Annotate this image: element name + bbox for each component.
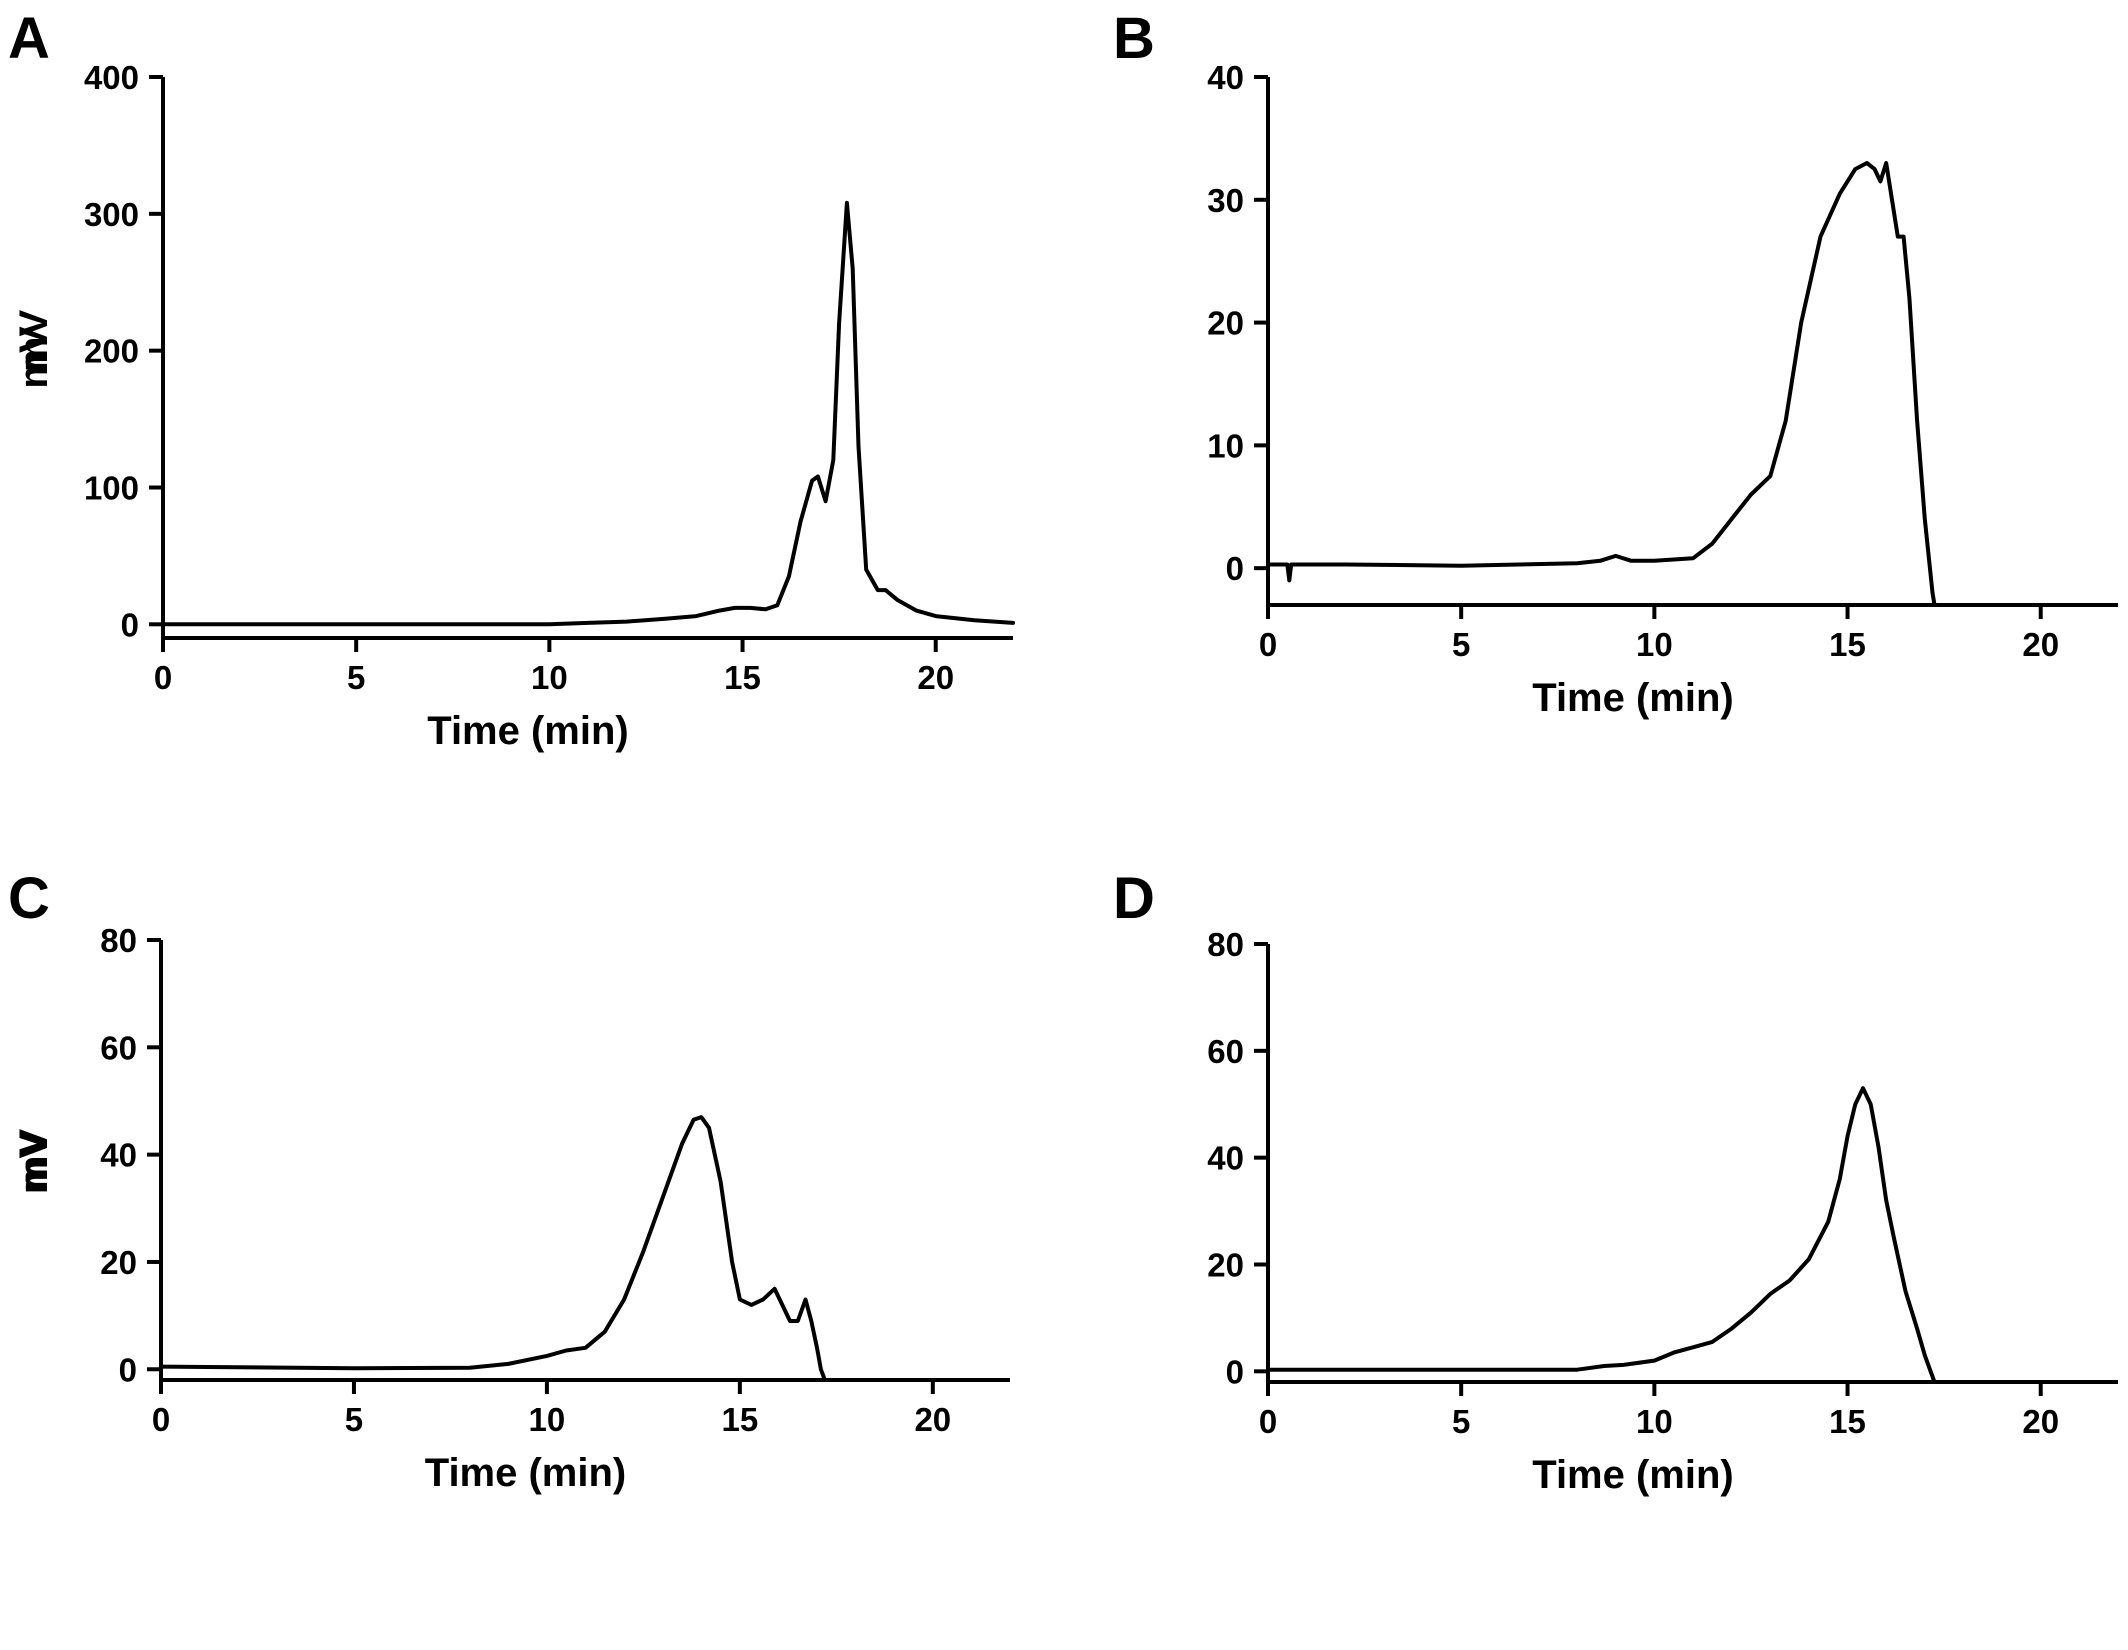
x-tick-label-b: 0: [1259, 626, 1277, 663]
y-tick-label-a: 100: [84, 469, 139, 506]
y-tick-label-b: 30: [1207, 182, 1244, 219]
y-axis-title-a: mV: [12, 326, 56, 389]
y-tick-label-b: 40: [1207, 59, 1244, 96]
y-tick-label-c: 0: [119, 1351, 137, 1388]
y-tick-label-d: 20: [1207, 1246, 1244, 1283]
y-tick-label-a: 0: [121, 606, 139, 643]
series-line-a: [161, 200, 1015, 627]
x-tick-label-d: 15: [1829, 1403, 1866, 1440]
x-tick-label-b: 10: [1636, 626, 1673, 663]
x-tick-label-c: 15: [722, 1401, 759, 1438]
x-axis-title-a: Time (min): [427, 709, 629, 753]
x-tick-label-c: 10: [529, 1401, 566, 1438]
y-tick-label-b: 10: [1207, 427, 1244, 464]
x-tick-label-a: 10: [531, 659, 568, 696]
series-line-c: [159, 1115, 827, 1382]
y-tick-label-a: 400: [84, 59, 139, 96]
y-axis-title-c: mV: [12, 1129, 56, 1192]
x-tick-label-b: 15: [1829, 626, 1866, 663]
x-tick-label-d: 10: [1636, 1403, 1673, 1440]
series-line-d: [1266, 1086, 1937, 1384]
x-tick-label-a: 5: [347, 659, 365, 696]
x-tick-label-a: 15: [724, 659, 761, 696]
chart-panel-d: D 0 5 10 15 20 0 20 40 60 80 Time (min) mV: [12, 866, 2118, 1497]
panel-letter-b: B: [1113, 6, 1155, 71]
y-tick-label-d: 40: [1207, 1140, 1244, 1177]
x-tick-label-d: 0: [1259, 1403, 1277, 1440]
x-tick-label-b: 20: [2022, 626, 2059, 663]
x-tick-label-b: 5: [1452, 626, 1470, 663]
x-tick-label-d: 20: [2022, 1403, 2059, 1440]
y-tick-label-b: 0: [1226, 550, 1244, 587]
y-tick-label-c: 40: [100, 1137, 137, 1174]
y-tick-label-c: 80: [100, 922, 137, 959]
panel-letter-c: C: [8, 866, 50, 931]
y-tick-label-d: 80: [1207, 926, 1244, 963]
x-axis-title-b: Time (min): [1532, 676, 1734, 720]
y-tick-label-a: 300: [84, 196, 139, 233]
y-axis-title-b: mV: [12, 310, 56, 373]
y-tick-label-c: 20: [100, 1244, 137, 1281]
x-tick-label-a: 20: [917, 659, 954, 696]
x-tick-label-a: 0: [154, 659, 172, 696]
x-tick-label-c: 0: [152, 1401, 170, 1438]
panel-letter-a: A: [8, 6, 50, 71]
y-tick-label-c: 60: [100, 1029, 137, 1066]
y-tick-label-a: 200: [84, 333, 139, 370]
series-line-b: [1266, 161, 1937, 607]
x-axis-title-d: Time (min): [1532, 1453, 1734, 1497]
x-tick-label-d: 5: [1452, 1403, 1470, 1440]
x-tick-label-c: 20: [914, 1401, 951, 1438]
x-tick-label-c: 5: [345, 1401, 363, 1438]
panel-letter-d: D: [1113, 866, 1155, 931]
x-axis-title-c: Time (min): [425, 1451, 627, 1495]
y-tick-label-d: 60: [1207, 1033, 1244, 1070]
y-tick-label-b: 20: [1207, 305, 1244, 342]
y-axis-title-d: mV: [12, 1132, 56, 1195]
chart-panel-c: C 0 5 10 15 20 0 20 40 60 80 Time (min) mV: [8, 866, 1010, 1495]
y-tick-label-d: 0: [1226, 1353, 1244, 1390]
